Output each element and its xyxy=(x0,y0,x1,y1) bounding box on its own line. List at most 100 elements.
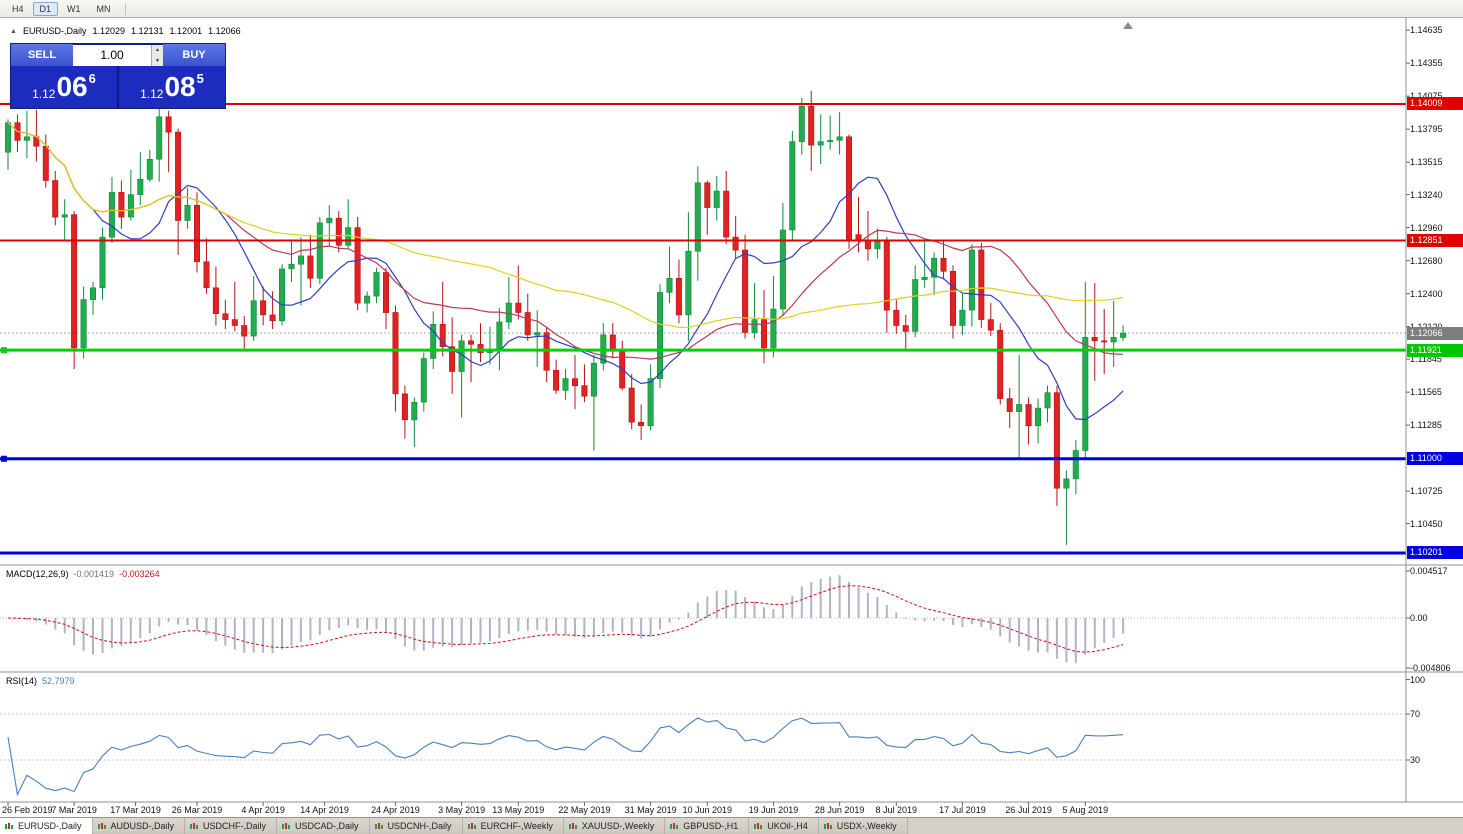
rsi-name: RSI(14) xyxy=(6,676,38,686)
price-tag: 1.14009 xyxy=(1407,97,1463,111)
sell-price[interactable]: 1.12 06 6 xyxy=(11,66,119,108)
date-axis-label: 19 Jun 2019 xyxy=(748,805,799,815)
tab-label: GBPUSD-,H1 xyxy=(683,821,739,831)
tab-label: EURUSD-,Daily xyxy=(18,821,82,831)
date-axis-label: 31 May 2019 xyxy=(624,805,677,815)
tab-label: USDCAD-,Daily xyxy=(295,821,359,831)
price-axis-label: 1.11845 xyxy=(1410,354,1442,365)
buy-price-pip: 5 xyxy=(196,71,204,86)
chart-icon xyxy=(97,822,107,831)
chart-tabs-bar: EURUSD-,Daily AUDUSD-,Daily USDCHF-,Daily U… xyxy=(0,817,1463,834)
tab-label: XAUUSD-,Weekly xyxy=(581,821,655,831)
chart-tab-eurchf[interactable]: EURCHF-,Weekly xyxy=(462,818,564,834)
price-axis-label: 1.14075 xyxy=(1410,91,1443,102)
price-tag: 1.11000 xyxy=(1407,452,1463,466)
price-axis-label: 1.13795 xyxy=(1410,124,1443,135)
trade-panel-top-row: SELL 1.00 ▲ ▼ BUY xyxy=(11,44,225,66)
price-tag: 1.12851 xyxy=(1407,233,1463,247)
tab-label: AUDUSD-,Daily xyxy=(110,821,175,831)
chart-tab-xauusd[interactable]: XAUUSD-,Weekly xyxy=(563,818,666,834)
rsi-value: 52.7979 xyxy=(42,676,75,686)
rsi-axis-label: 70 xyxy=(1410,709,1421,719)
timeframe-button-mn[interactable]: MN xyxy=(96,3,111,14)
price-axis-label: 1.12680 xyxy=(1410,255,1443,266)
price-axis-label: 1.11285 xyxy=(1410,420,1442,431)
collapse-arrow-icon[interactable]: ▲ xyxy=(10,27,17,35)
price-axis-label: 1.10725 xyxy=(1410,486,1443,497)
price-axis-label: 1.14635 xyxy=(1410,25,1443,36)
date-axis-label: 28 Jun 2019 xyxy=(814,805,865,815)
sell-price-big: 06 xyxy=(56,71,88,102)
buy-price[interactable]: 1.12 08 5 xyxy=(119,66,225,108)
chart-icon xyxy=(823,822,833,831)
sell-button[interactable]: SELL xyxy=(11,44,73,66)
tab-label: USDCHF-,Daily xyxy=(203,821,267,831)
chart-icon xyxy=(374,822,384,831)
date-axis-label: 10 Jun 2019 xyxy=(682,805,733,815)
line-anchor[interactable] xyxy=(1,347,7,354)
timeframe-button-d1[interactable]: D1 xyxy=(32,1,59,16)
date-axis-label: 5 Aug 2019 xyxy=(1062,805,1109,815)
tab-label: UKOil-,H4 xyxy=(767,821,808,831)
chart-tab-usdcnh[interactable]: USDCNH-,Daily xyxy=(369,818,463,834)
price-tag: 1.12066 xyxy=(1407,326,1463,340)
rsi-axis-label: 100 xyxy=(1410,674,1426,685)
macd-axis-label: 0.00 xyxy=(1410,612,1428,623)
macd-value: -0.001419 xyxy=(73,569,115,579)
date-axis-label: 26 Jul 2019 xyxy=(1005,805,1052,815)
macd-name: MACD(12,26,9) xyxy=(6,569,69,579)
timeframe-toolbar: H4 D1 W1 MN xyxy=(0,0,1463,18)
line-anchor[interactable] xyxy=(1,455,7,462)
macd-axis-label: 0.004517 xyxy=(1410,566,1448,576)
price-axis-label: 1.12960 xyxy=(1410,222,1443,233)
moving-average-52 xyxy=(7,122,1124,329)
buy-button[interactable]: BUY xyxy=(163,44,225,66)
date-axis-label: 24 Apr 2019 xyxy=(371,805,420,815)
chart-tab-usdchf[interactable]: USDCHF-,Daily xyxy=(185,818,278,834)
chart-tab-usdx[interactable]: USDX-,Weekly xyxy=(818,818,908,834)
chart-ohlc-header: ▲ EURUSD-,Daily 1.12029 1.12131 1.12001 … xyxy=(10,26,241,36)
date-axis-label: 17 Jul 2019 xyxy=(939,805,986,815)
chart-tab-ukoil[interactable]: UKOil-,H4 xyxy=(749,818,819,834)
chart-icon xyxy=(282,822,291,831)
spinner-up-icon[interactable]: ▲ xyxy=(152,45,163,56)
chart-area: ▲ EURUSD-,Daily 1.12029 1.12131 1.12001 … xyxy=(0,18,1463,817)
chart-tab-audusd[interactable]: AUDUSD-,Daily xyxy=(92,818,186,834)
tab-label: EURCHF-,Weekly xyxy=(480,821,553,831)
candles-group xyxy=(5,90,1127,545)
tab-label: USDX-,Weekly xyxy=(836,821,897,831)
chart-icon xyxy=(190,822,199,831)
spinner-down-icon[interactable]: ▼ xyxy=(152,55,163,66)
date-axis-label: 22 May 2019 xyxy=(558,805,611,815)
rsi-indicator-label: RSI(14) 52.7979 xyxy=(6,676,75,686)
timeframe-button-w1[interactable]: W1 xyxy=(67,3,81,14)
macd-axis-label: -0.004806 xyxy=(1410,663,1451,673)
ohlc-high: 1.12131 xyxy=(131,26,164,36)
date-axis-label: 8 Jul 2019 xyxy=(875,805,918,815)
price-tag: 1.10201 xyxy=(1407,546,1463,560)
buy-price-big: 08 xyxy=(164,71,196,102)
date-axis-label: 17 Mar 2019 xyxy=(110,805,161,815)
volume-spinner[interactable]: ▲ ▼ xyxy=(151,45,163,66)
chart-tab-usdcad[interactable]: USDCAD-,Daily xyxy=(277,818,370,834)
toolbar-separator xyxy=(124,2,126,15)
buy-price-prefix: 1.12 xyxy=(140,87,164,101)
chart-icon xyxy=(670,822,679,831)
chart-icon xyxy=(568,822,578,831)
price-chart-svg[interactable] xyxy=(0,18,1463,817)
ohlc-close: 1.12066 xyxy=(208,26,241,36)
chart-icon xyxy=(5,822,14,831)
rsi-line xyxy=(7,717,1124,797)
timeframe-button-h4[interactable]: H4 xyxy=(12,3,24,14)
date-axis-label: 26 Mar 2019 xyxy=(171,805,223,815)
date-axis-label: 3 May 2019 xyxy=(438,805,486,815)
chart-tab-gbpusd[interactable]: GBPUSD-,H1 xyxy=(665,818,750,834)
chart-shift-marker-icon[interactable] xyxy=(1123,22,1133,29)
date-axis-label: 13 May 2019 xyxy=(492,805,545,815)
tab-label: USDCNH-,Daily xyxy=(387,821,452,831)
volume-input[interactable]: 1.00 ▲ ▼ xyxy=(73,44,163,66)
chart-tab-eurusd[interactable]: EURUSD-,Daily xyxy=(0,818,93,834)
price-axis-label: 1.14355 xyxy=(1410,58,1443,69)
ohlc-low: 1.12001 xyxy=(169,26,203,36)
